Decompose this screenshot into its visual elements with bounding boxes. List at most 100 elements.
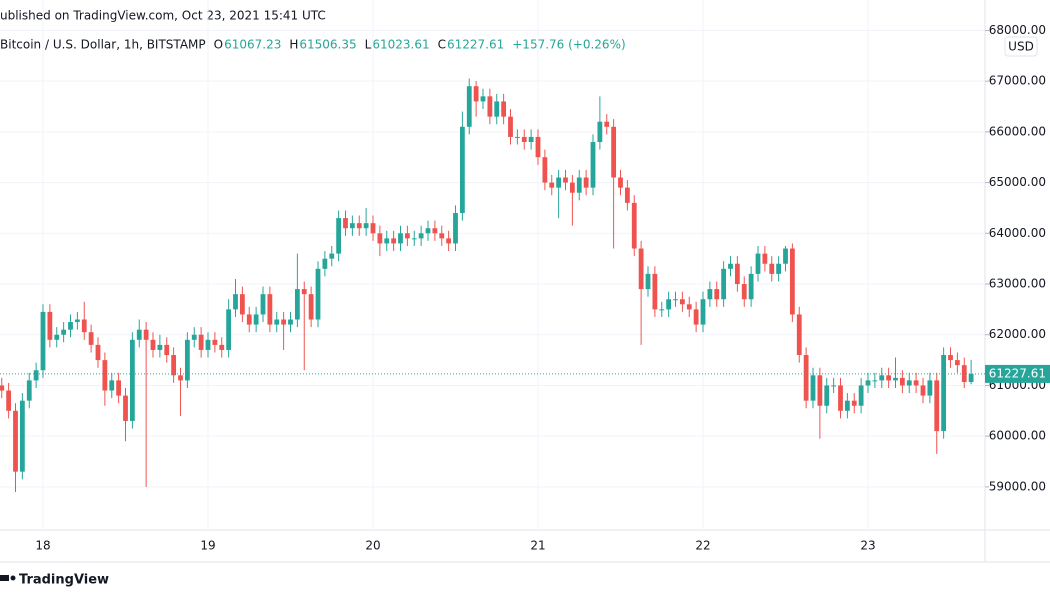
candle-body <box>590 142 596 188</box>
candle-body <box>260 294 266 315</box>
candle-body <box>948 355 953 361</box>
logo <box>0 575 16 581</box>
candle-body <box>391 238 397 244</box>
candle-body <box>624 187 630 203</box>
candle-body <box>899 377 905 386</box>
candle-body <box>535 136 541 158</box>
candle-body <box>288 319 293 325</box>
candle-body <box>219 344 225 350</box>
candle-body <box>508 116 513 137</box>
candle-body <box>47 311 53 340</box>
candle-body <box>886 375 892 381</box>
candle-body <box>136 329 142 340</box>
candle-body <box>432 228 438 234</box>
candle-body <box>356 223 362 229</box>
candle-body <box>191 334 197 340</box>
ohlc-value: 61227.61 <box>447 38 504 52</box>
candle-body <box>576 177 582 193</box>
candle-body <box>95 344 101 361</box>
candle-body <box>893 377 898 381</box>
last-price-box <box>985 364 1050 383</box>
candle-body <box>700 299 706 325</box>
published-note: ublished on TradingView.com, Oct 23, 202… <box>0 9 326 23</box>
x-tick-label: 22 <box>695 539 710 553</box>
candle-body <box>618 177 623 188</box>
candle-body <box>776 263 782 274</box>
candle-body <box>686 304 692 310</box>
y-tick-label: 67000.00 <box>989 74 1046 88</box>
candle-body <box>363 223 369 229</box>
candle-body <box>308 294 314 320</box>
candle-body <box>851 400 857 406</box>
candle-body <box>274 319 280 325</box>
candle-body <box>54 334 60 340</box>
candle-body <box>123 395 128 421</box>
x-tick-label: 18 <box>35 539 50 553</box>
candle-body <box>494 101 500 117</box>
candle-body <box>398 233 403 244</box>
candle-body <box>865 380 871 386</box>
candle-body <box>920 385 926 396</box>
candle-body <box>198 334 204 350</box>
candle-body <box>707 289 713 300</box>
change-label: +157.76 (+0.26%) <box>512 38 625 52</box>
candle-body <box>480 96 486 102</box>
candle-body <box>370 223 376 234</box>
candle-body <box>659 309 665 311</box>
currency: USD <box>1008 40 1034 54</box>
candle-body <box>741 284 747 300</box>
candle-body <box>666 299 672 310</box>
candle-body <box>611 126 617 178</box>
candle-body <box>542 157 548 183</box>
candle-body <box>102 360 108 391</box>
candle-body <box>673 299 678 301</box>
candle-body <box>913 380 919 386</box>
candle-body <box>521 136 527 143</box>
candle-body <box>404 233 410 239</box>
last-price-label: 61227.61 <box>989 366 1046 380</box>
candle-body <box>150 339 156 350</box>
candle-body <box>336 218 342 254</box>
y-tick-label: 66000.00 <box>989 124 1046 138</box>
candle-body <box>233 294 238 310</box>
candle-body <box>253 314 259 325</box>
candle-body <box>597 121 603 143</box>
candle-body <box>824 385 830 406</box>
candle-body <box>693 309 699 325</box>
candle-body <box>143 329 149 340</box>
y-tick-label: 64000.00 <box>989 226 1046 240</box>
candle-body <box>13 410 18 472</box>
candle-body <box>906 380 912 386</box>
candle-body <box>487 96 493 117</box>
candle-body <box>68 322 73 330</box>
candle-body <box>322 258 328 269</box>
candle-body <box>0 385 5 391</box>
y-tick-label: 63000.00 <box>989 277 1046 291</box>
candle-body <box>789 248 795 315</box>
x-tick-label: 21 <box>530 539 545 553</box>
candle-body <box>638 248 644 290</box>
candle-body <box>879 375 885 381</box>
y-tick-label: 60000.00 <box>989 429 1046 443</box>
ohlc-letter: H <box>289 38 298 52</box>
candle-body <box>652 273 658 310</box>
candle-body <box>453 213 458 244</box>
candle-body <box>40 311 46 371</box>
candle-body <box>748 273 754 300</box>
candle-body <box>679 299 685 305</box>
candle-body <box>872 380 878 382</box>
candle-body <box>301 289 307 295</box>
candle-body <box>769 263 775 274</box>
candle-body <box>61 329 67 335</box>
candle-body <box>157 344 163 350</box>
candle-body <box>384 238 390 244</box>
candle-body <box>734 263 740 285</box>
candle-body <box>473 86 479 102</box>
candle-body <box>116 380 122 396</box>
candle-body <box>783 248 788 264</box>
candle-body <box>446 238 452 244</box>
candle-body <box>246 314 252 325</box>
candle-body <box>714 289 720 300</box>
candle-body <box>501 101 507 117</box>
